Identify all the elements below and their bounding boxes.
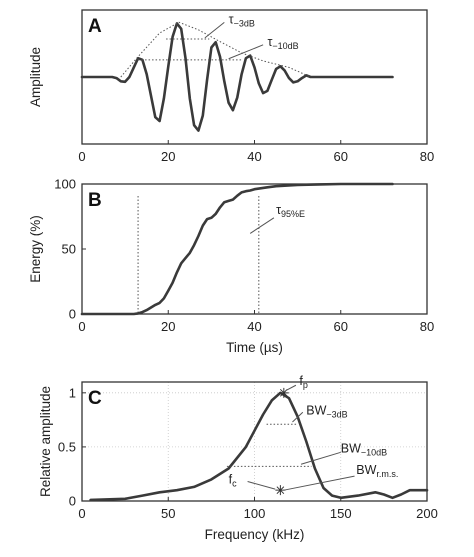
y-tick-label: 1 bbox=[69, 385, 76, 400]
x-tick-label: 0 bbox=[78, 506, 85, 521]
x-tick-label: 100 bbox=[244, 506, 266, 521]
panel-letter: A bbox=[88, 16, 102, 37]
x-axis-label: Time (µs) bbox=[226, 340, 283, 355]
x-tick-label: 20 bbox=[161, 149, 175, 164]
tau-95-pointer bbox=[249, 217, 275, 234]
y-axis-label: Energy (%) bbox=[28, 215, 43, 283]
x-tick-label: 200 bbox=[416, 506, 438, 521]
center-frequency-marker bbox=[275, 485, 286, 496]
y-axis-label: Amplitude bbox=[28, 47, 43, 107]
x-tick-label: 0 bbox=[78, 319, 85, 334]
panel-b: 0 20 40 60 80 0 50 100 Time (µs) Energy (%) B τ95%E bbox=[28, 177, 434, 356]
tau-3db-label: τ−3dB bbox=[229, 12, 255, 28]
x-tick-label: 50 bbox=[161, 506, 175, 521]
y-tick-label: 0.5 bbox=[58, 439, 76, 454]
x-axis-label: Frequency (kHz) bbox=[205, 527, 305, 542]
tau-95-label: τ95%E bbox=[276, 203, 305, 219]
x-tick-label: 20 bbox=[161, 319, 175, 334]
y-axis-label: Relative amplitude bbox=[38, 386, 53, 497]
x-tick-label: 80 bbox=[420, 149, 434, 164]
x-tick-label: 150 bbox=[330, 506, 352, 521]
x-tick-label: 60 bbox=[334, 319, 348, 334]
y-tick-label: 100 bbox=[54, 177, 76, 192]
bw-10db-label: BW−10dB bbox=[341, 441, 387, 457]
tau-10db-pointer bbox=[228, 44, 264, 60]
panel-a: 0 20 40 60 80 Amplitude A τ−3dB τ−10dB bbox=[28, 9, 434, 164]
series-line bbox=[80, 182, 394, 316]
x-tick-label: 40 bbox=[247, 319, 261, 334]
fp-label: fp bbox=[299, 374, 308, 390]
bw-10db-pointer bbox=[300, 451, 341, 465]
peak-frequency-marker bbox=[278, 387, 289, 398]
plot-frame bbox=[81, 183, 428, 315]
bw-rms-pointer bbox=[283, 475, 355, 491]
x-tick-label: 0 bbox=[78, 149, 85, 164]
panel-c: 0 50 100 150 200 0 0.5 1 Frequency (kHz) Relative… bbox=[38, 374, 438, 542]
y-tick-label: 50 bbox=[62, 242, 76, 257]
fp-pointer bbox=[285, 384, 297, 392]
envelope-line bbox=[120, 21, 311, 78]
bw-3db-pointer bbox=[292, 411, 304, 423]
x-tick-label: 60 bbox=[334, 149, 348, 164]
panel-letter: C bbox=[88, 388, 102, 409]
fc-pointer bbox=[247, 481, 276, 490]
y-tick-label: 0 bbox=[69, 494, 76, 509]
series-line bbox=[80, 22, 394, 132]
y-tick-label: 0 bbox=[69, 307, 76, 322]
bw-rms-label: BWr.m.s. bbox=[356, 463, 398, 479]
x-tick-label: 40 bbox=[247, 149, 261, 164]
bw-3db-label: BW−3dB bbox=[306, 403, 347, 419]
x-tick-label: 80 bbox=[420, 319, 434, 334]
series-line bbox=[89, 391, 429, 502]
tau-3db-pointer bbox=[204, 21, 225, 39]
tau-10db-label: τ−10dB bbox=[267, 35, 298, 51]
panel-letter: B bbox=[88, 190, 102, 211]
fc-label: fc bbox=[229, 473, 237, 489]
